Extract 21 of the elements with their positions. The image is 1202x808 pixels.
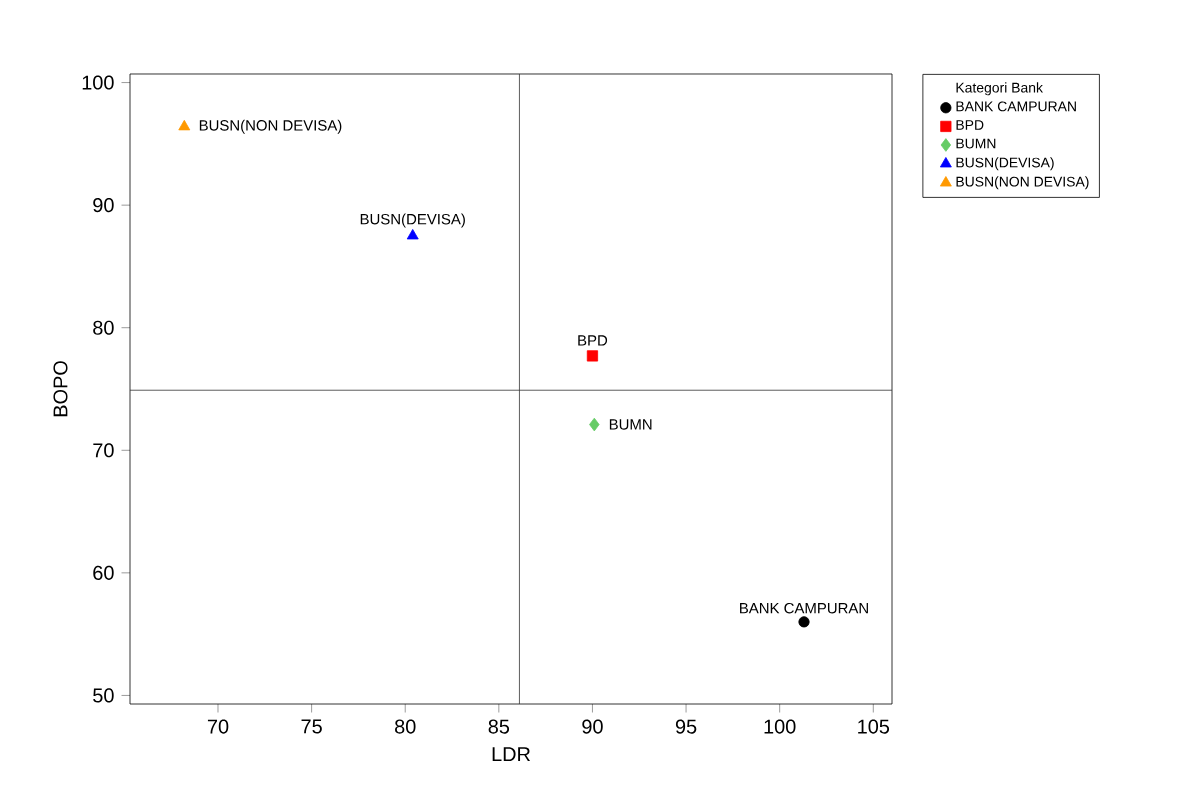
x-tick-label: 95: [675, 719, 697, 734]
point: [406, 229, 419, 240]
x-tick-label: 70: [207, 719, 229, 734]
x-tick-label: 100: [764, 719, 796, 734]
y-tick-label: 70: [93, 443, 114, 458]
x-tick-label: 90: [582, 719, 603, 734]
y-tick-label: 80: [93, 320, 114, 335]
point: [589, 417, 600, 432]
x-tick-label: 80: [395, 719, 416, 734]
point: [178, 119, 191, 131]
y-tick-label: 50: [93, 688, 114, 703]
x-tick-label: 105: [858, 719, 890, 734]
y-tick-label: 100: [82, 75, 114, 90]
x-tick-label: 85: [488, 719, 510, 734]
point: [798, 616, 810, 628]
y-tick-label: 60: [93, 565, 114, 580]
y-tick-label: 90: [93, 198, 114, 213]
x-axis-title: LDR: [492, 747, 531, 762]
y-axis-title: BOPO: [53, 361, 68, 417]
point: [586, 350, 599, 362]
x-tick-label: 75: [301, 719, 322, 734]
